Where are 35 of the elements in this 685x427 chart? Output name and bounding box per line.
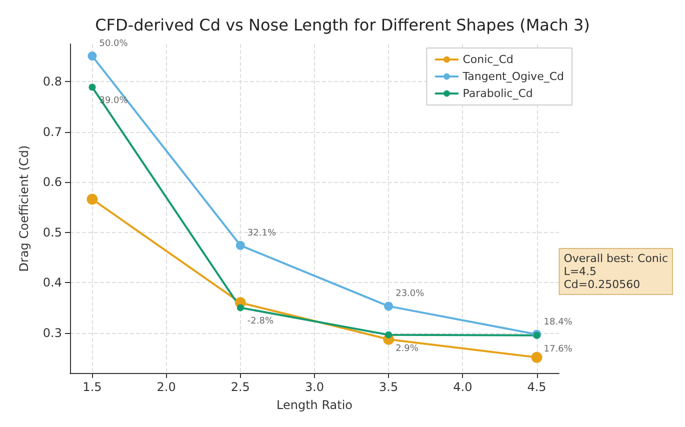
- point: [88, 52, 97, 61]
- annotation: 17.6%: [544, 344, 573, 354]
- point: [88, 84, 96, 91]
- point: [236, 304, 244, 312]
- point: [531, 352, 542, 363]
- point: [236, 240, 245, 250]
- x-tick-label: 3.0: [304, 380, 324, 394]
- chart-title: CFD-derived Cd vs Nose Length for Different Shapes (Mach 3): [95, 16, 590, 34]
- text: Overall best: Conic L=4.5 Cd=0.250560: [564, 252, 668, 291]
- point: [385, 331, 392, 338]
- x-tick-label: 1.5: [82, 380, 102, 394]
- annotation: -2.8%: [247, 316, 274, 327]
- legend-label: Parabolic_Cd: [462, 87, 533, 100]
- x-tick-label: 4.0: [453, 380, 472, 394]
- annotation: 18.4%: [544, 317, 573, 328]
- y-tick-label: 0.5: [42, 225, 62, 240]
- x-tick-label: 2.0: [156, 380, 176, 394]
- x-tick-label: 3.5: [379, 380, 398, 394]
- y-tick-label: 0.3: [42, 326, 62, 340]
- y-tick-label: 0.6: [42, 175, 62, 190]
- annotation: 32.1%: [247, 228, 276, 238]
- y-axis-title: Drag Coefficient (Cd): [17, 145, 31, 272]
- y-tick-label: 0.4: [42, 276, 62, 290]
- legend-label: Conic_Cd: [462, 53, 514, 66]
- annotation: 23.0%: [396, 289, 425, 300]
- legend-label: Tangent_Ogive_Cd: [462, 70, 564, 83]
- annotation: 2.9%: [396, 344, 419, 354]
- y-tick-label: 0.8: [42, 74, 62, 89]
- point: [384, 302, 394, 311]
- point: [86, 194, 98, 205]
- x-tick-label: 2.5: [230, 380, 250, 394]
- x-axis-title: Length Ratio: [276, 398, 353, 412]
- annotation: 50.0%: [99, 39, 128, 50]
- x-tick-label: 4.5: [527, 380, 546, 394]
- y-tick-label: 0.7: [42, 124, 62, 139]
